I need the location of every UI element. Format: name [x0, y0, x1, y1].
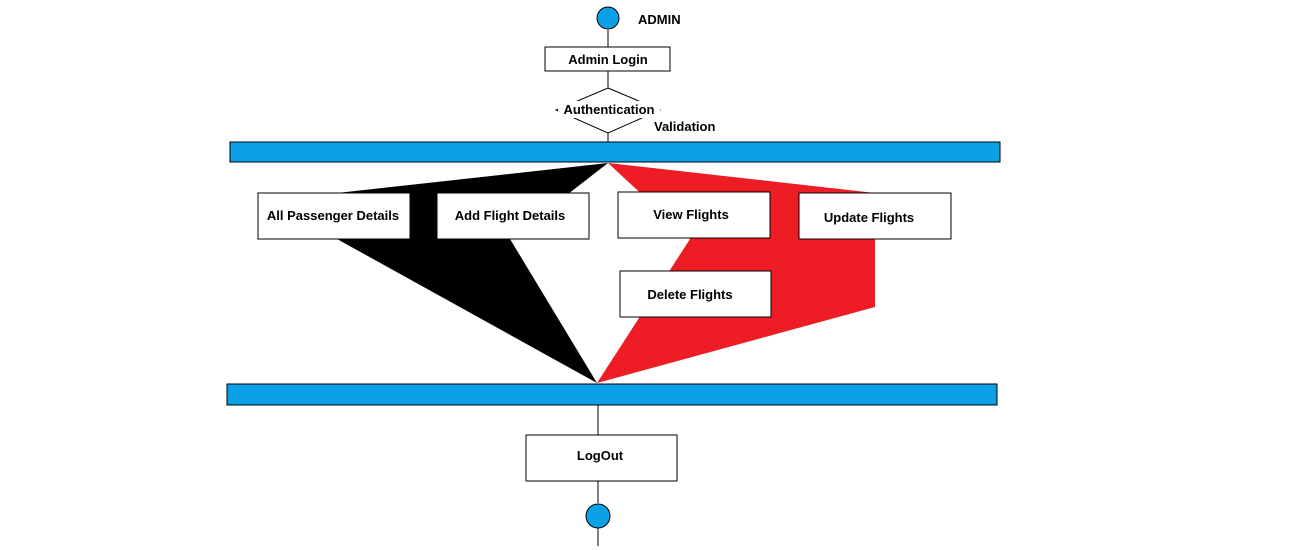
- view-flights-box: [617, 191, 771, 239]
- join-bar: [226, 383, 998, 406]
- view-flights-label: View Flights: [653, 207, 729, 222]
- decision-label-bg: [558, 101, 660, 118]
- diagram-title: ADMIN: [638, 12, 681, 27]
- all-passenger-details-box: [257, 192, 411, 240]
- update-flights-box: [798, 192, 952, 240]
- add-flight-details-label: Add Flight Details: [455, 208, 566, 223]
- authentication-label: Authentication: [564, 102, 655, 117]
- start-node: [596, 6, 620, 30]
- update-flights-label: Update Flights: [824, 210, 914, 225]
- delete-flights-label: Delete Flights: [647, 287, 732, 302]
- fork-bar: [229, 141, 1001, 163]
- admin-login-box: [544, 46, 671, 72]
- admin-login-label: Admin Login: [568, 52, 647, 67]
- end-node: [585, 503, 611, 529]
- validation-label: Validation: [654, 119, 715, 134]
- logout-box: [525, 434, 678, 482]
- delete-flights-box: [619, 270, 772, 318]
- add-flight-details-box: [436, 192, 590, 240]
- all-passenger-details-label: All Passenger Details: [267, 208, 399, 223]
- logout-label: LogOut: [577, 448, 624, 463]
